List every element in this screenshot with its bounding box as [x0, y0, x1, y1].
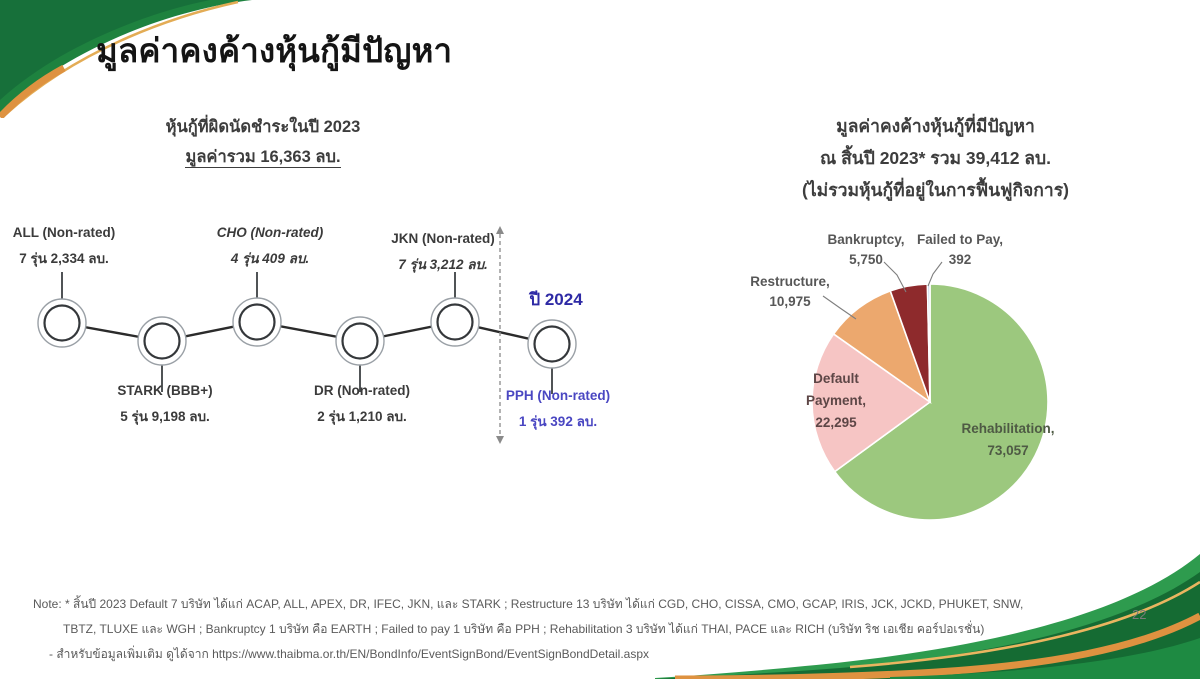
- timeline-header-line1: หุ้นกู้ที่ผิดนัดชำระในปี 2023: [165, 118, 361, 136]
- event-label-jkn: JKN (Non-rated) 7 รุ่น 3,212 ลบ.: [391, 226, 495, 278]
- event-detail: 5 รุ่น 9,198 ลบ.: [120, 409, 210, 424]
- pie-header-line2: ณ สิ้นปี 2023* รวม 39,412 ลบ.: [819, 148, 1052, 168]
- timeline-node-stark: [137, 316, 187, 366]
- event-name: JKN (Non-rated): [391, 231, 495, 246]
- event-name: ALL (Non-rated): [12, 225, 116, 240]
- pie-slice-default-payment: [811, 332, 932, 473]
- divider-arrow-up: [496, 226, 504, 234]
- timeline-header-total: มูลค่ารวม 16,363 ลบ.: [185, 148, 341, 168]
- leader-line-failed-to-pay: [927, 261, 943, 287]
- event-name: DR (Non-rated): [314, 383, 410, 398]
- pie-slices: [811, 283, 1049, 521]
- footnote-line3: - สำหรับข้อมูลเพิ่มเติม ดูได้จาก https:/…: [49, 647, 650, 661]
- corner-swoosh-top-left: [0, 0, 252, 118]
- page-title: มูลค่าคงค้างหุ้นกู้มีปัญหา: [96, 32, 453, 69]
- event-name: CHO (Non-rated): [216, 225, 324, 240]
- divider-arrow-down: [496, 436, 504, 444]
- event-detail: 7 รุ่น 2,334 ลบ.: [19, 251, 109, 266]
- timeline-node-cho: [232, 297, 282, 347]
- leader-line-restructure: [822, 295, 857, 320]
- page-number: 22: [1132, 607, 1147, 622]
- pie-header: มูลค่าคงค้างหุ้นกู้ที่มีปัญหา ณ สิ้นปี 2…: [748, 110, 1123, 206]
- event-label-pph: PPH (Non-rated) 1 รุ่น 392 ลบ.: [506, 383, 610, 435]
- event-label-dr: DR (Non-rated) 2 รุ่น 1,210 ลบ.: [314, 378, 410, 430]
- timeline-header: หุ้นกู้ที่ผิดนัดชำระในปี 2023 มูลค่ารวม …: [118, 112, 408, 172]
- leader-line-bankruptcy: [883, 261, 907, 293]
- event-detail: 1 รุ่น 392 ลบ.: [518, 414, 598, 429]
- footnote: Note: * สิ้นปี 2023 Default 7 บริษัท ได้…: [33, 592, 1033, 667]
- event-detail: 4 รุ่น 409 ลบ.: [230, 251, 310, 266]
- event-name: PPH (Non-rated): [505, 388, 611, 403]
- event-label-all: ALL (Non-rated) 7 รุ่น 2,334 ลบ.: [13, 220, 116, 272]
- pie-chart: Bankruptcy, 5,750 Failed to Pay, 392 Res…: [700, 222, 1170, 534]
- event-detail: 7 รุ่น 3,212 ลบ.: [398, 257, 488, 272]
- footnote-line2: TBTZ, TLUXE และ WGH ; Bankruptcy 1 บริษั…: [63, 622, 985, 636]
- pie-chart-svg: [811, 261, 1049, 521]
- year-2024-label: ปี 2024: [529, 290, 583, 309]
- pie-label-bankruptcy: Bankruptcy, 5,750: [827, 232, 905, 267]
- event-detail: 2 รุ่น 1,210 ลบ.: [317, 409, 407, 424]
- timeline-node-pph: [527, 319, 577, 369]
- footnote-line1: Note: * สิ้นปี 2023 Default 7 บริษัท ได้…: [33, 597, 1024, 611]
- timeline-node-dr: [335, 316, 385, 366]
- pie-label-rehabilitation: Rehabilitation, 73,057: [961, 421, 1055, 458]
- event-label-stark: STARK (BBB+) 5 รุ่น 9,198 ลบ.: [117, 378, 212, 430]
- pie-header-line3: (ไม่รวมหุ้นกู้ที่อยู่ในการฟื้นฟูกิจการ): [802, 180, 1069, 200]
- timeline-node-jkn: [430, 297, 480, 347]
- pie-header-line1: มูลค่าคงค้างหุ้นกู้ที่มีปัญหา: [836, 116, 1035, 136]
- pie-label-failed-to-pay: Failed to Pay, 392: [916, 232, 1004, 267]
- timeline-node-all: [37, 298, 87, 348]
- corner-swoosh-bottom-right: [655, 554, 1200, 679]
- pie-label-default-payment: Default Payment, 22,295: [805, 371, 867, 430]
- timeline-graphic: [37, 226, 577, 444]
- event-label-cho: CHO (Non-rated) 4 รุ่น 409 ลบ.: [217, 220, 324, 272]
- pie-label-restructure: Restructure, 10,975: [750, 274, 830, 309]
- pie-slice-rehabilitation: [833, 283, 1049, 521]
- timeline-nodes: [37, 297, 577, 369]
- event-name: STARK (BBB+): [117, 383, 213, 398]
